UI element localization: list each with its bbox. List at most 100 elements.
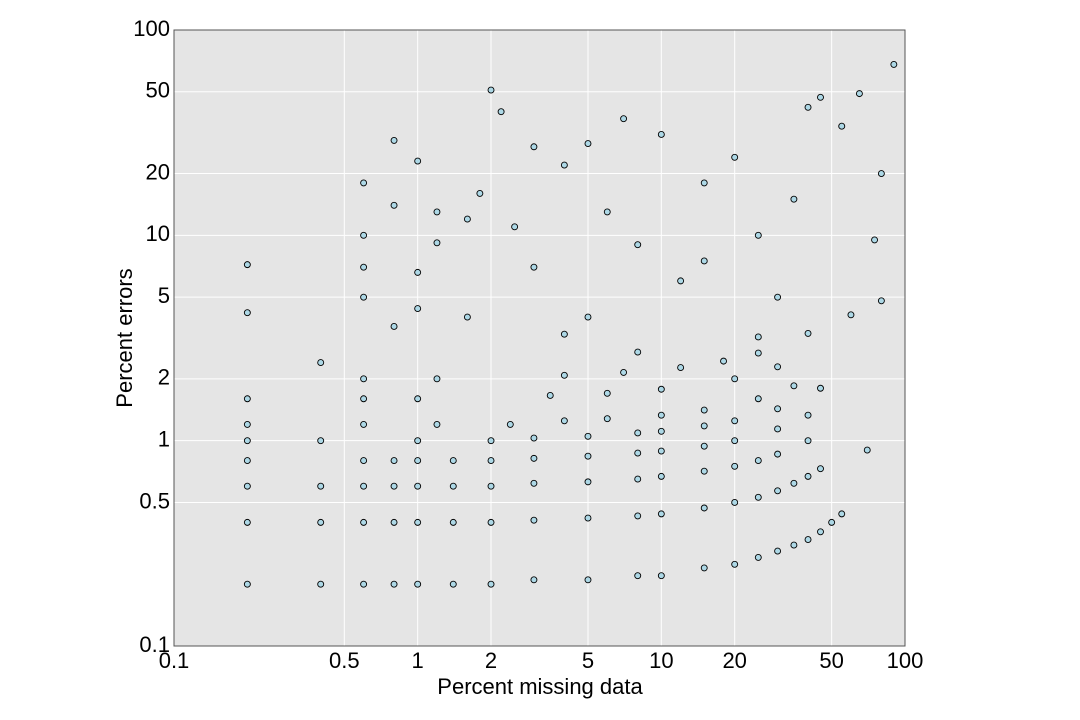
x-tick-label: 100 [887, 648, 924, 673]
point [560, 417, 568, 425]
point [243, 518, 251, 526]
point [754, 349, 762, 357]
point [414, 437, 422, 445]
point [657, 510, 665, 518]
point [360, 482, 368, 490]
point [511, 223, 519, 231]
x-tick-label: 10 [649, 648, 673, 673]
point [657, 447, 665, 455]
point [584, 478, 592, 486]
point [817, 384, 824, 392]
y-tick-label: 1 [158, 426, 170, 451]
point [584, 576, 592, 584]
point [584, 514, 592, 522]
point [700, 442, 708, 450]
y-tick-label: 5 [158, 283, 170, 308]
point [817, 528, 824, 536]
y-tick-label: 100 [133, 16, 170, 41]
y-axis-title: Percent errors [112, 268, 137, 407]
point [817, 93, 824, 101]
point [530, 516, 538, 524]
point [390, 322, 398, 330]
point [720, 357, 727, 365]
point [804, 472, 812, 480]
y-tick-label: 2 [158, 365, 170, 390]
point [530, 434, 538, 442]
point [584, 432, 592, 440]
points [243, 60, 898, 588]
point [700, 179, 708, 187]
point [871, 236, 879, 244]
point [804, 437, 812, 445]
point [476, 189, 484, 197]
point [390, 136, 398, 144]
point [584, 313, 592, 321]
x-tick-label: 0.5 [329, 648, 360, 673]
point [414, 395, 422, 403]
point [584, 452, 592, 460]
point [243, 261, 251, 269]
point [634, 241, 642, 249]
point [603, 208, 611, 216]
point [754, 493, 762, 501]
point [360, 263, 368, 271]
point [243, 437, 251, 445]
plot-border [173, 29, 906, 647]
point [317, 437, 325, 445]
point [360, 179, 368, 187]
point [677, 277, 685, 285]
point [487, 86, 495, 94]
point [317, 580, 325, 588]
point [390, 518, 398, 526]
point [634, 429, 642, 437]
point [828, 518, 836, 526]
point [433, 239, 441, 247]
point [838, 510, 846, 518]
point [847, 311, 855, 319]
point [838, 122, 846, 130]
point [360, 293, 368, 301]
point [487, 482, 495, 490]
point [754, 231, 762, 239]
point [634, 348, 642, 356]
point [530, 576, 538, 584]
point [731, 153, 739, 161]
x-tick-label: 0.1 [159, 648, 190, 673]
y-tick-label: 0.1 [139, 632, 170, 657]
point [449, 518, 457, 526]
point [390, 580, 398, 588]
point [877, 170, 885, 177]
point [657, 427, 665, 435]
point [603, 389, 611, 397]
point [390, 201, 398, 209]
point [243, 309, 251, 317]
point [817, 465, 824, 473]
point [657, 385, 665, 393]
point [731, 499, 739, 506]
point [487, 457, 495, 465]
point [390, 457, 398, 465]
point [754, 457, 762, 465]
point [530, 479, 538, 487]
x-tick-label: 2 [485, 648, 497, 673]
point [390, 482, 398, 490]
point [449, 482, 457, 490]
point [634, 449, 642, 457]
point [463, 313, 471, 321]
point [530, 263, 538, 271]
point [634, 572, 642, 580]
point [317, 518, 325, 526]
point [877, 297, 885, 305]
point [433, 208, 441, 216]
point [863, 446, 871, 454]
point [560, 161, 568, 169]
x-tick-label: 20 [722, 648, 746, 673]
point [731, 375, 739, 383]
x-tick-label: 5 [582, 648, 594, 673]
point [700, 467, 708, 475]
point [360, 395, 368, 403]
point [790, 541, 798, 549]
point [804, 103, 812, 111]
point [360, 580, 368, 588]
point [774, 405, 782, 413]
